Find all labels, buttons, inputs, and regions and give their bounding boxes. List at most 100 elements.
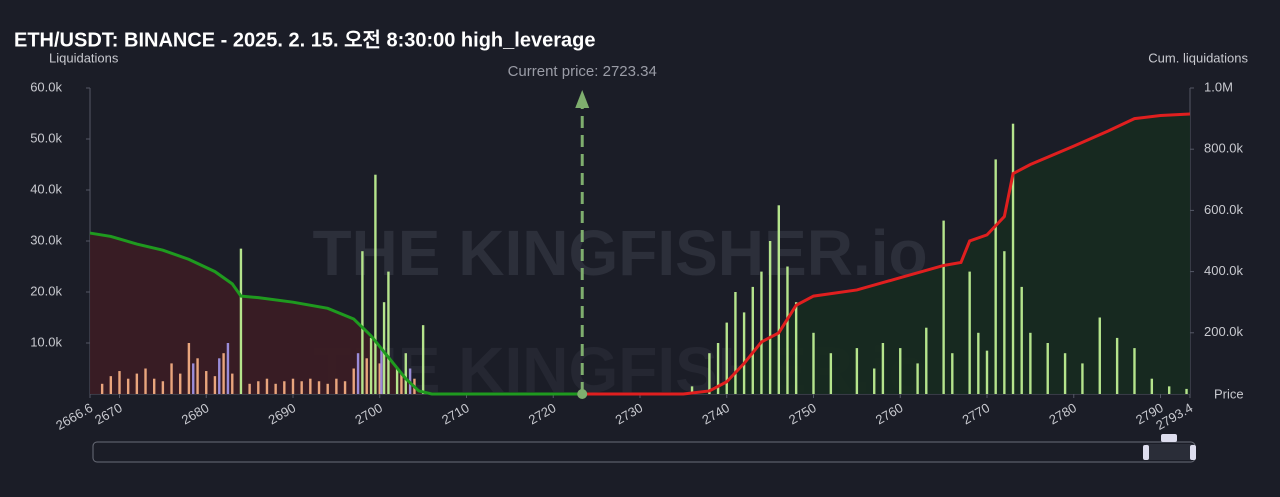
bar [1081, 363, 1084, 394]
bar [395, 368, 399, 394]
bar [309, 378, 312, 394]
bar [387, 271, 390, 394]
cum-area [582, 114, 1190, 394]
bar [977, 332, 980, 394]
bar [1011, 123, 1015, 394]
cum-line [582, 112, 1191, 396]
bar [760, 271, 763, 394]
bar [899, 348, 902, 394]
cum-area [90, 233, 583, 394]
slider-handle[interactable] [1190, 445, 1196, 460]
bar [179, 373, 182, 394]
bar [343, 381, 347, 394]
bar [109, 376, 113, 394]
current-price-label: Current price: 2723.34 [508, 63, 657, 80]
bar [226, 343, 230, 394]
bar [239, 248, 243, 394]
x-axis-label: Price [1214, 386, 1244, 401]
bar [1167, 386, 1171, 394]
bar [751, 286, 754, 394]
bar [126, 378, 130, 394]
bar [421, 325, 425, 394]
bar [187, 343, 191, 394]
bar [855, 348, 859, 394]
bar [196, 358, 199, 394]
bar [356, 353, 360, 394]
bar [378, 363, 381, 394]
y-tick-label: 60.0k [30, 79, 62, 94]
bar [118, 371, 121, 394]
y-tick-label: 20.0k [30, 283, 62, 298]
cum-line [89, 231, 583, 396]
bar [335, 378, 338, 394]
bar [218, 358, 221, 394]
bar [374, 174, 377, 394]
bar [829, 353, 833, 394]
slider-grip[interactable] [1161, 434, 1177, 442]
bar [144, 368, 147, 394]
bar [716, 343, 720, 394]
bar [170, 363, 173, 394]
bar [352, 368, 355, 394]
current-price-arrow [575, 90, 590, 108]
bar [369, 337, 373, 394]
bar [794, 302, 798, 394]
bar [881, 343, 885, 394]
bar [205, 371, 208, 394]
bar [1020, 286, 1023, 394]
bar [777, 205, 781, 394]
bar [1046, 343, 1049, 394]
y2-tick-label: 1.0M [1204, 79, 1233, 94]
bar [100, 383, 104, 394]
bar [925, 327, 928, 394]
bar [283, 381, 286, 394]
bar [1098, 317, 1101, 394]
bar [248, 383, 251, 394]
bar [968, 271, 971, 394]
bar [365, 358, 368, 394]
bar [135, 373, 139, 394]
bar [1003, 251, 1006, 394]
y-tick-label: 40.0k [30, 181, 62, 196]
bar [361, 251, 364, 394]
current-price-dot [577, 389, 588, 399]
bar [1063, 353, 1067, 394]
slider-window[interactable] [1146, 444, 1194, 460]
bar [380, 348, 383, 394]
y-tick-label: 50.0k [30, 130, 62, 145]
bar [994, 159, 997, 394]
bar [812, 332, 815, 394]
bar [690, 386, 694, 394]
bar [1150, 378, 1154, 394]
bar [300, 381, 303, 394]
bar [1029, 332, 1032, 394]
bar [192, 363, 195, 394]
bar [916, 363, 919, 394]
bar [257, 381, 260, 394]
bar [942, 220, 945, 394]
bar [222, 353, 225, 394]
chart-title: ETH/USDT: BINANCE - 2025. 2. 15. 오전 8:30… [14, 28, 595, 51]
bar [326, 383, 329, 394]
bar [873, 368, 876, 394]
bar [734, 292, 737, 394]
y-tick-label: 10.0k [30, 334, 62, 349]
bar [400, 373, 403, 394]
y2-axis-label: Cum. liquidations [1148, 50, 1248, 65]
bar [382, 302, 386, 394]
slider-handle[interactable] [1143, 445, 1149, 460]
bar [786, 266, 789, 394]
bar [291, 378, 295, 394]
y2-tick-label: 800.0k [1204, 141, 1244, 156]
bar [213, 376, 217, 394]
bar [768, 241, 772, 394]
y2-tick-label: 400.0k [1204, 263, 1244, 278]
y2-tick-label: 200.0k [1204, 324, 1244, 339]
bar [742, 312, 746, 394]
bar [231, 373, 234, 394]
bar [152, 378, 156, 394]
watermark: THE KINGFISHER.io [312, 217, 927, 289]
bar [274, 383, 277, 394]
y-axis-label: Liquidations [49, 50, 119, 65]
